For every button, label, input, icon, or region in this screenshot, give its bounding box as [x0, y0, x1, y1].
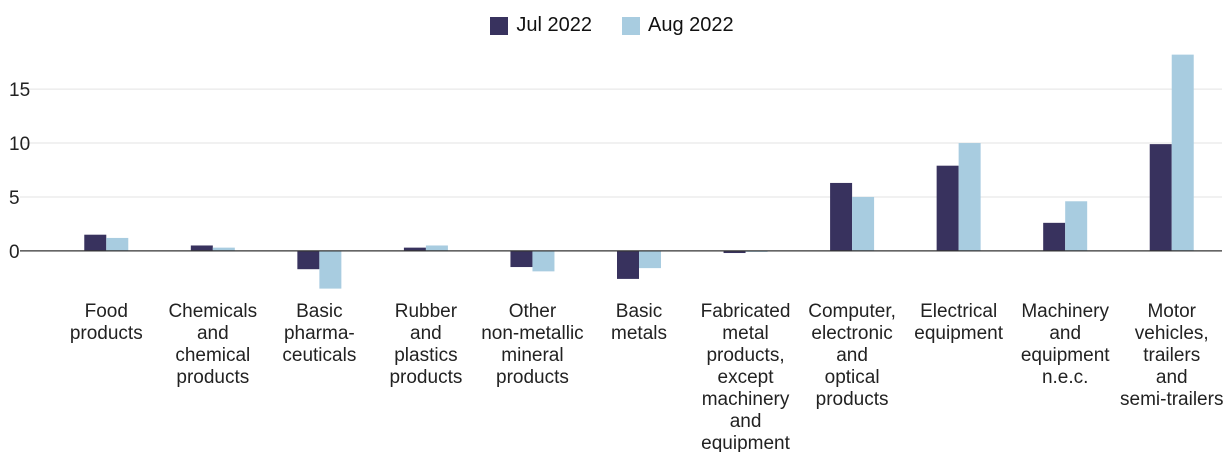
bar-jul-8: [936, 165, 959, 251]
bar-jul-2: [297, 250, 320, 270]
bar-jul-6: [723, 250, 746, 254]
bar-aug-5: [639, 250, 661, 269]
bar-jul-9: [1043, 222, 1066, 251]
bar-jul-0: [84, 234, 107, 251]
chart-legend: Jul 2022 Aug 2022: [0, 14, 1224, 37]
x-category-label: Motor vehicles, trailers and semi-trailers: [1120, 301, 1223, 410]
legend-label-aug-2022: Aug 2022: [647, 14, 734, 36]
legend-item-aug-2022[interactable]: Aug 2022: [621, 14, 734, 37]
y-tick-label: 0: [9, 242, 20, 263]
bar-aug-10: [1171, 54, 1194, 251]
bar-jul-10: [1149, 144, 1172, 251]
y-tick-label: 10: [9, 134, 30, 155]
bar-aug-2: [319, 250, 342, 289]
y-tick-label: 5: [9, 188, 20, 209]
legend-item-jul-2022[interactable]: Jul 2022: [490, 14, 592, 37]
bar-aug-4: [532, 250, 555, 272]
x-category-label: Basic metals: [611, 301, 667, 344]
x-category-label: Electrical equipment: [914, 301, 1003, 344]
bar-jul-3: [403, 247, 426, 251]
x-category-label: Machinery and equipment n.e.c.: [1021, 301, 1110, 388]
bar-aug-3: [425, 245, 448, 251]
x-category-label: Rubber and plastics products: [389, 301, 462, 388]
x-category-label: Other non-metallic mineral products: [481, 301, 583, 388]
bar-jul-7: [830, 182, 853, 251]
y-tick-label: 15: [9, 80, 30, 101]
bar-aug-1: [212, 247, 235, 251]
x-category-label: Basic pharma-ceuticals: [282, 301, 356, 366]
legend-label-jul-2022: Jul 2022: [516, 14, 592, 36]
x-category-label: Food products: [70, 301, 143, 344]
bar-aug-9: [1065, 201, 1088, 251]
bar-jul-1: [190, 245, 213, 251]
x-category-label: Fabricated metal products, except machinery a…: [701, 301, 791, 452]
x-category-label: Chemicals and chemical products: [168, 301, 257, 388]
legend-swatch-aug-2022: [621, 16, 640, 35]
bar-aug-0: [106, 237, 129, 251]
bar-aug-7: [852, 196, 875, 251]
legend-swatch-jul-2022: [490, 16, 509, 35]
x-category-label: Computer, electronic and optical products: [808, 301, 896, 410]
bar-jul-4: [510, 250, 533, 268]
bar-jul-5: [617, 250, 639, 279]
bar-aug-8: [958, 143, 981, 251]
